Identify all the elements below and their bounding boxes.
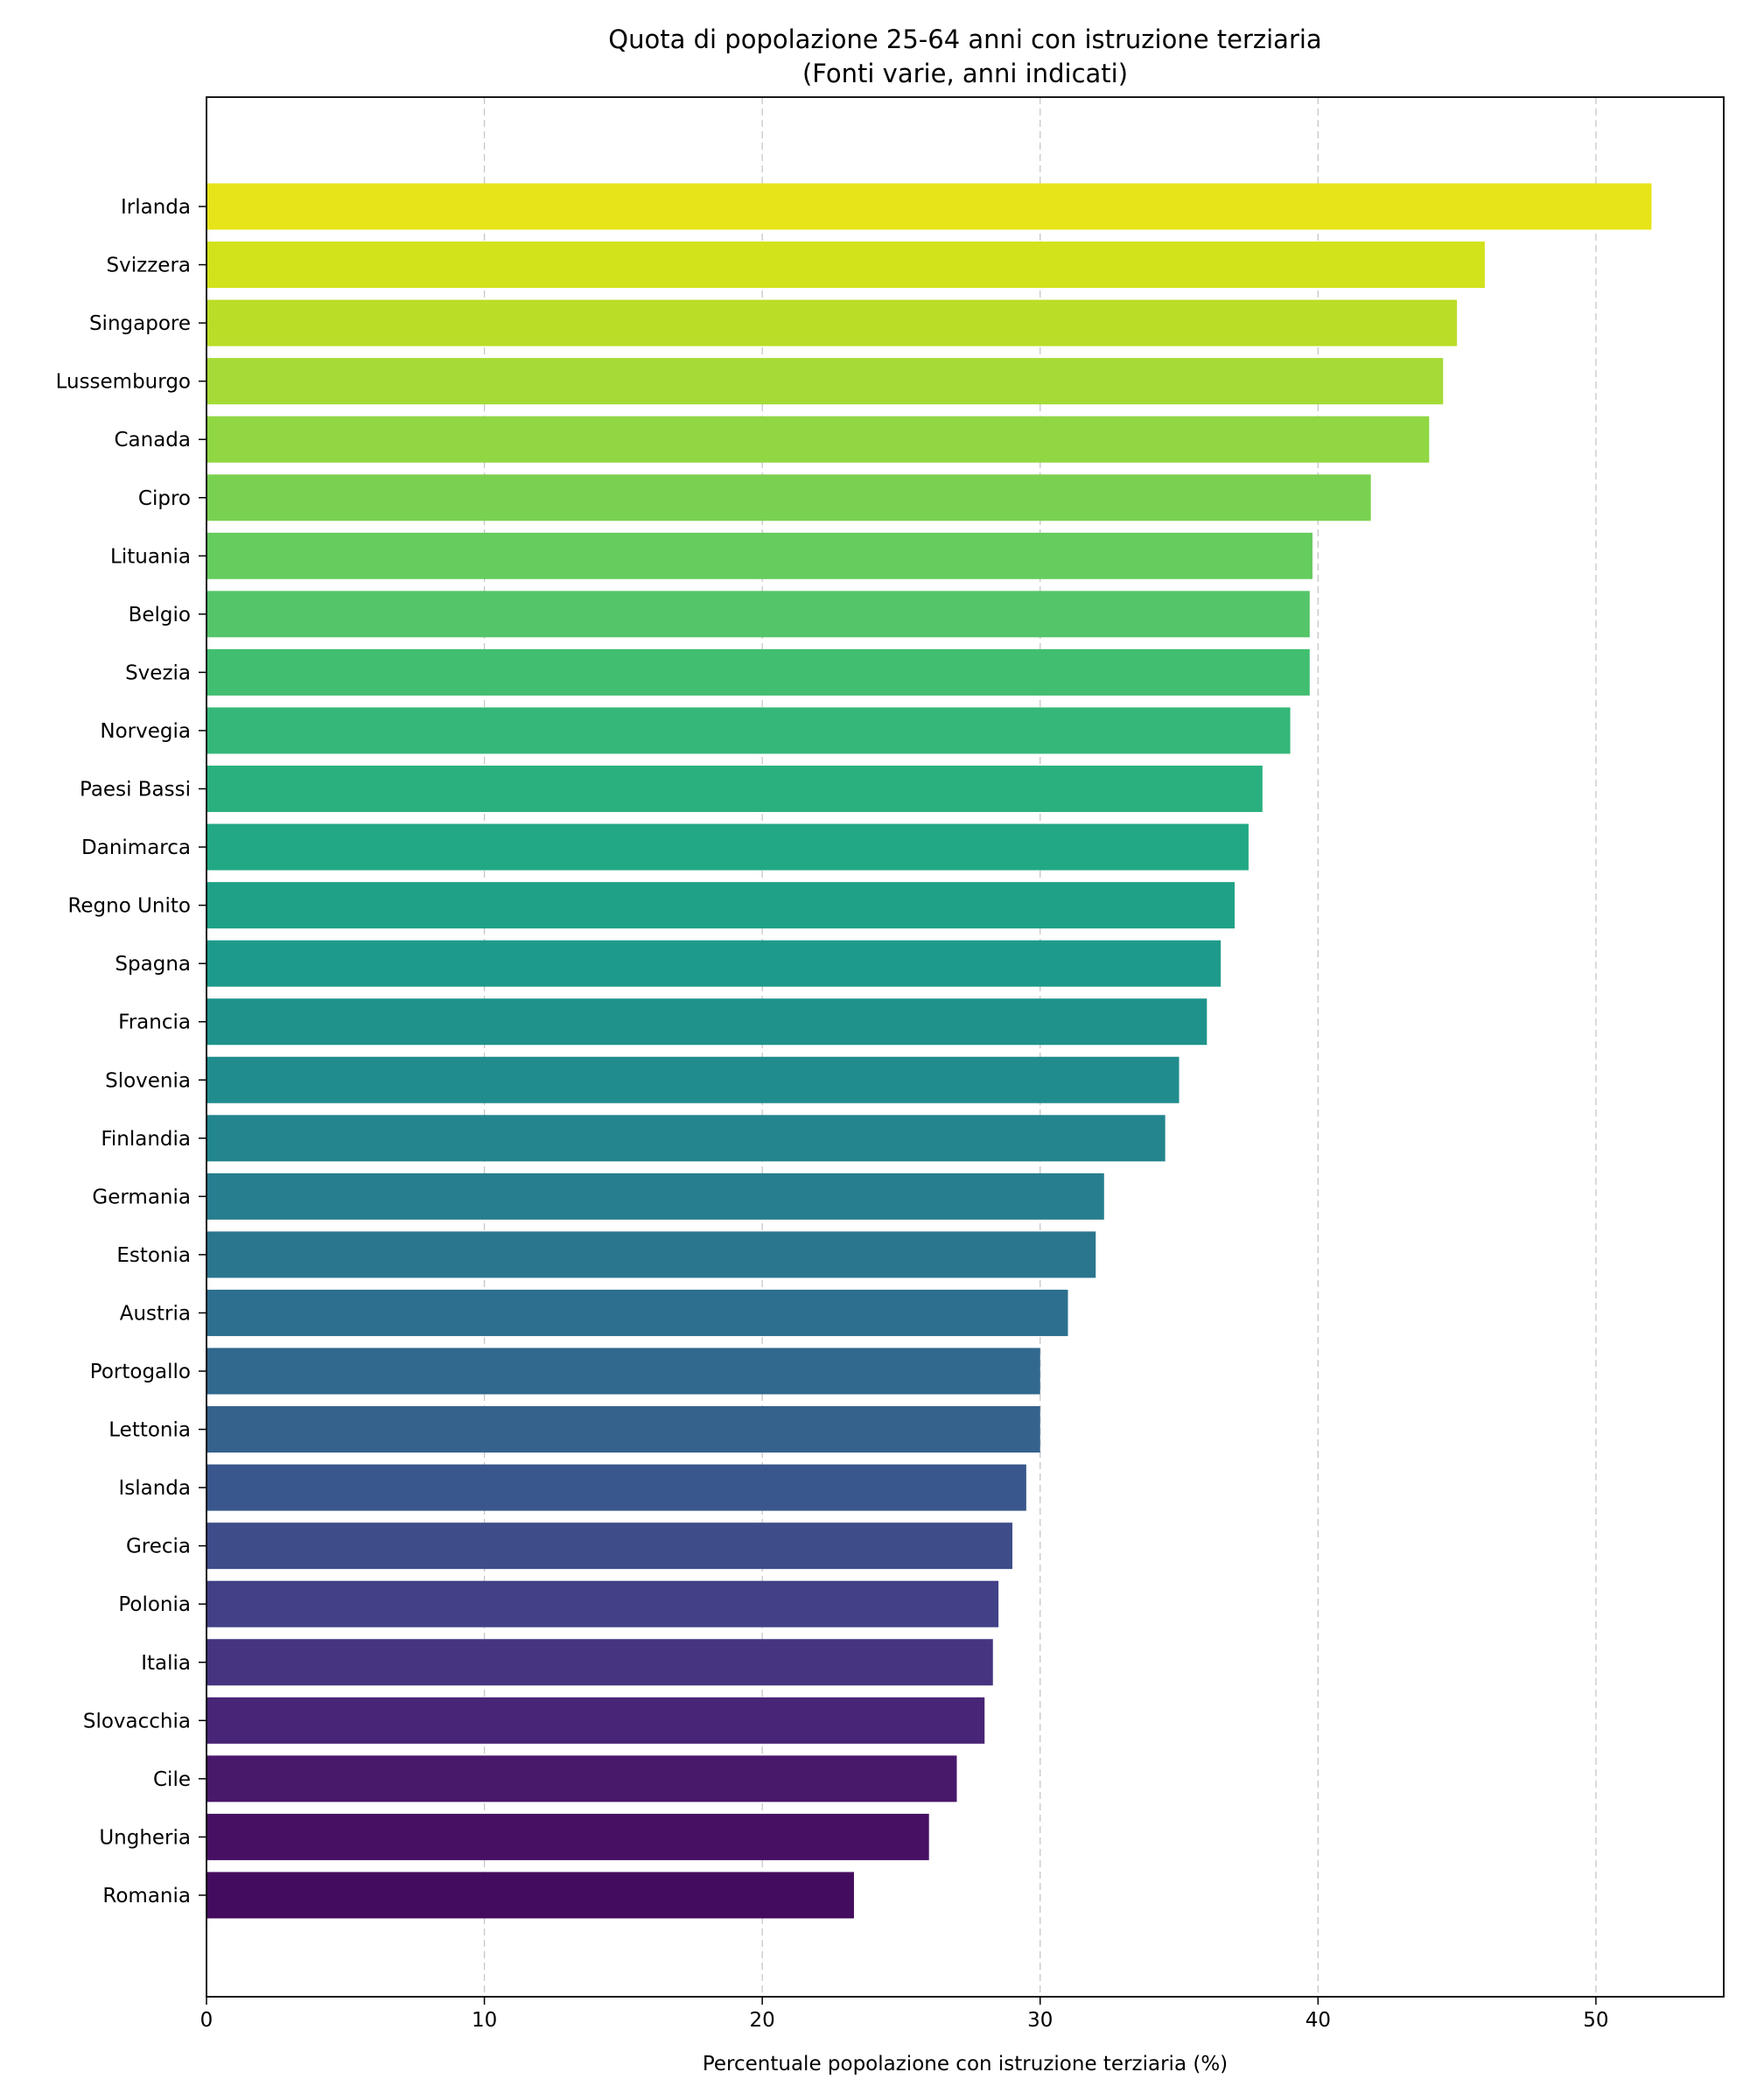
bar-irlanda: [206, 183, 1652, 230]
y-tick-label: Belgio: [129, 604, 191, 626]
plot-frame: [206, 96, 1725, 1998]
y-tick-label: Grecia: [126, 1536, 191, 1558]
y-tick-label: Regno Unito: [67, 895, 191, 918]
y-tick-label: Polonia: [118, 1593, 191, 1616]
x-tick-label: 30: [1027, 2009, 1053, 2032]
y-tick-label: Slovenia: [105, 1069, 191, 1092]
y-tick-label: Islanda: [118, 1477, 191, 1500]
bars: [206, 183, 1652, 1919]
y-tick-label: Cipro: [138, 487, 191, 510]
bar-cipro: [206, 474, 1371, 522]
y-tick-label: Romania: [102, 1885, 191, 1908]
bar-lettonia: [206, 1406, 1040, 1453]
y-tick-label: Lettonia: [108, 1419, 191, 1442]
bar-paesi-bassi: [206, 766, 1263, 812]
y-tick-label: Svizzera: [107, 255, 191, 277]
bar-lituania: [206, 532, 1312, 579]
bar-italia: [206, 1639, 993, 1686]
bar-svizzera: [206, 242, 1485, 289]
y-tick-label: Cile: [153, 1768, 191, 1791]
y-axis-ticks: Irlanda Svizzera Singapore Lussemburgo Canad…: [56, 196, 206, 1908]
bar-grecia: [206, 1522, 1012, 1570]
bar-islanda: [206, 1464, 1026, 1511]
y-tick-label: Spagna: [115, 953, 191, 976]
y-tick-label: Singapore: [89, 312, 191, 335]
bar-lussemburgo: [206, 358, 1444, 405]
bar-slovenia: [206, 1056, 1180, 1103]
bar-canada: [206, 416, 1430, 463]
y-tick-label: Portogallo: [90, 1361, 191, 1383]
x-tick-label: 0: [200, 2009, 214, 2032]
y-tick-label: Svezia: [125, 662, 191, 684]
y-tick-label: Austria: [120, 1302, 191, 1325]
bar-cile: [206, 1755, 957, 1802]
y-tick-label: Danimarca: [81, 836, 191, 859]
bar-belgio: [206, 591, 1310, 638]
x-tick-label: 50: [1583, 2009, 1608, 2032]
y-tick-label: Ungheria: [99, 1826, 191, 1849]
y-tick-label: Finlandia: [101, 1128, 191, 1151]
bar-norvegia: [206, 707, 1291, 754]
bar-singapore: [206, 299, 1458, 346]
bar-svezia: [206, 648, 1310, 696]
chart-title-line-2: (Fonti varie, anni indicati): [802, 59, 1128, 88]
y-tick-label: Slovacchia: [83, 1710, 191, 1732]
y-tick-label: Germania: [92, 1186, 191, 1208]
y-tick-label: Norvegia: [100, 720, 191, 743]
y-tick-label: Lussemburgo: [56, 371, 191, 394]
y-tick-label: Estonia: [116, 1244, 191, 1267]
chart-title-line-1: Quota di popolazione 25-64 anni con istr…: [608, 24, 1321, 54]
bar-spagna: [206, 940, 1222, 987]
y-tick-label: Paesi Bassi: [80, 779, 191, 802]
y-tick-label: Irlanda: [121, 196, 191, 219]
bar-romania: [206, 1872, 854, 1919]
y-tick-label: Canada: [114, 429, 191, 452]
bar-ungheria: [206, 1813, 929, 1860]
x-axis-ticks: 0 10 20 30 40 50: [200, 1997, 1609, 2032]
bar-austria: [206, 1289, 1068, 1336]
y-tick-label: Italia: [141, 1652, 191, 1675]
y-tick-label: Lituania: [110, 545, 191, 568]
bar-germania: [206, 1172, 1104, 1220]
bar-regno-unito: [206, 882, 1236, 929]
bar-slovacchia: [206, 1697, 985, 1744]
y-tick-label: Francia: [118, 1012, 191, 1034]
bar-finlandia: [206, 1115, 1166, 1162]
x-tick-label: 40: [1306, 2009, 1331, 2032]
bar-portogallo: [206, 1348, 1040, 1395]
x-tick-label: 20: [750, 2009, 775, 2032]
x-tick-label: 10: [472, 2009, 497, 2032]
bar-francia: [206, 998, 1208, 1046]
bar-polonia: [206, 1580, 999, 1628]
x-axis-label: Percentuale popolazione con istruzione t…: [703, 2053, 1228, 2076]
bar-estonia: [206, 1231, 1096, 1278]
bar-danimarca: [206, 823, 1249, 871]
